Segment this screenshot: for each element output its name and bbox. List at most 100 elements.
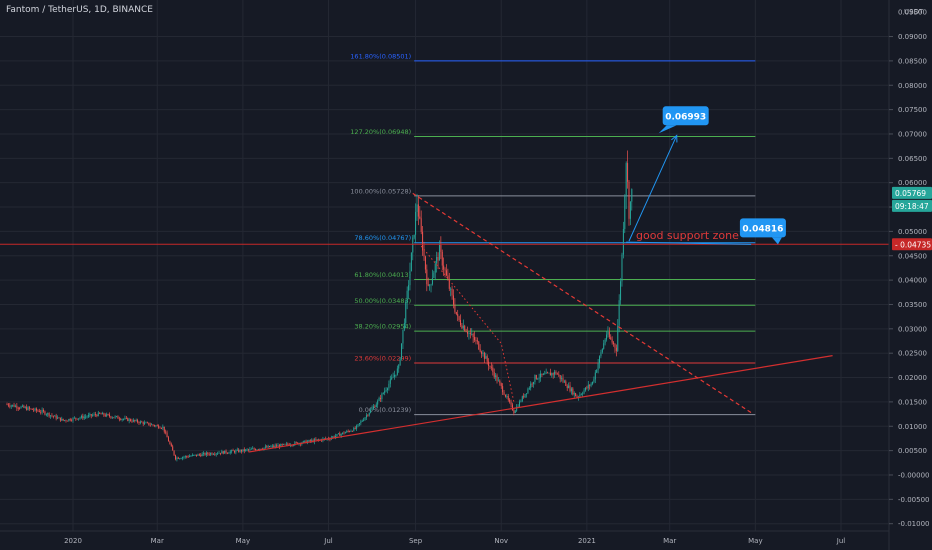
candle-body	[401, 343, 403, 359]
candle-body	[406, 290, 408, 303]
candle-body	[490, 366, 492, 368]
candle-body	[434, 263, 436, 273]
candle-body	[514, 410, 516, 414]
candle-body	[210, 453, 212, 455]
candle-body	[252, 448, 254, 450]
fib-level-label: 38.20%(0.02954)	[354, 323, 411, 331]
candle-body	[417, 204, 419, 217]
candle-body	[504, 394, 506, 397]
price-tick-label: 0.08500	[898, 57, 927, 65]
candle-body	[291, 445, 293, 447]
candle-body	[542, 373, 544, 375]
candle-body	[611, 339, 613, 343]
candle-body	[392, 376, 394, 378]
candle-body	[599, 356, 601, 364]
candle-body	[372, 406, 374, 409]
candle-body	[259, 448, 261, 450]
candle-body	[137, 420, 139, 423]
candle-body	[219, 452, 221, 454]
candle-body	[308, 440, 310, 442]
candle-body	[78, 418, 80, 420]
price-callout[interactable]	[662, 106, 709, 126]
candle-body	[343, 432, 345, 434]
candle-body	[613, 342, 615, 344]
candle-body	[315, 439, 317, 441]
candle-body	[443, 265, 445, 270]
candle-body	[445, 270, 447, 276]
candle-body	[336, 434, 338, 436]
price-tick-label: 0.03500	[898, 301, 927, 309]
price-tick-label: 0.08000	[898, 82, 927, 90]
candle-body	[541, 373, 543, 375]
candle-body	[497, 380, 499, 382]
candle-body	[149, 424, 151, 426]
candle-body	[103, 413, 105, 416]
candle-body	[624, 196, 626, 229]
candle-body	[455, 311, 457, 314]
candle-body	[138, 422, 140, 424]
candle-body	[99, 412, 101, 414]
candle-body	[285, 443, 287, 445]
candle-body	[68, 419, 70, 421]
candle-body	[297, 442, 299, 445]
candle-body	[170, 443, 172, 447]
candle-body	[249, 448, 251, 450]
time-axis[interactable]: 2020 Mar May Jul Sep Nov 2021 Mar May Jul	[64, 537, 845, 545]
time-tick-label: Nov	[494, 537, 508, 545]
candle-body	[537, 378, 539, 380]
candle-body	[572, 388, 574, 395]
candle-body	[450, 288, 452, 290]
candle-body	[280, 444, 282, 447]
candle-body	[255, 449, 257, 451]
callout-tail	[771, 237, 782, 245]
candle-body	[549, 372, 551, 376]
grid	[0, 0, 889, 531]
support-zone-note[interactable]: good support zone	[636, 229, 739, 242]
candle-body	[278, 445, 280, 447]
candle-body	[402, 329, 404, 344]
candle-body	[593, 379, 595, 382]
candle-body	[131, 420, 133, 422]
candle-body	[586, 387, 588, 389]
candle-body	[631, 189, 633, 202]
currency-label: USDT	[904, 8, 924, 16]
candle-body	[75, 417, 77, 419]
candle-body	[482, 352, 484, 354]
candle-body	[371, 408, 373, 410]
candle-body	[556, 373, 558, 375]
candle-body	[101, 413, 103, 415]
candle-body	[106, 414, 108, 417]
fib-level-label: 50.00%(0.03483)	[354, 297, 411, 305]
candle-body	[221, 451, 223, 454]
candle-body	[441, 251, 443, 266]
candle-body	[186, 456, 188, 457]
candle-body	[274, 445, 276, 447]
candle-body	[471, 333, 473, 335]
candle-body	[451, 288, 453, 296]
candle-body	[198, 454, 200, 456]
candle-body	[591, 381, 593, 384]
candle-body	[485, 356, 487, 359]
candle-body	[629, 201, 631, 219]
candle-body	[135, 420, 137, 421]
projection-arrow[interactable]	[628, 135, 678, 242]
candle-body	[228, 452, 230, 454]
candle-body	[614, 343, 616, 348]
candle-body	[233, 450, 235, 453]
candle-body	[513, 410, 515, 414]
candle-body	[570, 388, 572, 392]
candle-body	[410, 252, 412, 272]
candle-body	[607, 332, 609, 335]
candle-body	[427, 284, 429, 286]
candle-body	[31, 408, 33, 410]
fibonacci-extension[interactable]: 161.80%(0.08501) 127.20%(0.06948) 100.00%(…	[350, 52, 756, 416]
candle-body	[97, 412, 99, 417]
price-callout[interactable]	[739, 218, 786, 238]
candle-body	[267, 446, 269, 448]
candle-body	[590, 383, 592, 386]
candle-body	[587, 384, 589, 389]
candle-body	[120, 419, 122, 420]
rising-trendline[interactable]	[248, 355, 833, 453]
